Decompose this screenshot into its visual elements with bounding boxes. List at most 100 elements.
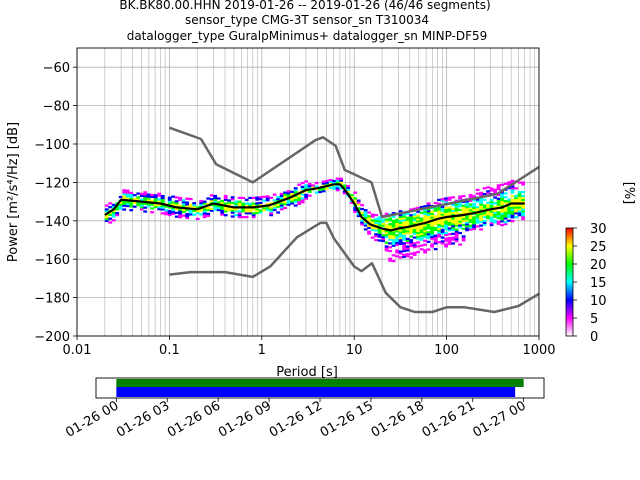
histogram-cell: [500, 200, 504, 204]
histogram-cell: [496, 197, 501, 200]
histogram-cell: [388, 238, 393, 241]
histogram-cell: [125, 193, 130, 196]
histogram-cell: [433, 240, 438, 243]
histogram-cell: [416, 220, 421, 223]
histogram-cell: [388, 232, 393, 235]
histogram-cell: [129, 191, 134, 195]
histogram-cell: [444, 208, 449, 212]
histogram-cell: [479, 218, 483, 221]
histogram-cell: [216, 207, 221, 210]
histogram-cell: [297, 198, 302, 202]
histogram-cell: [451, 207, 456, 210]
histogram-cell: [206, 212, 211, 216]
histogram-cell: [486, 190, 490, 193]
histogram-cell: [167, 213, 172, 217]
grid-lines: [76, 48, 539, 337]
histogram-cell: [472, 202, 477, 206]
histogram-cell: [339, 177, 344, 180]
histogram-cell: [395, 234, 400, 237]
timeline-tick-label: 01-26 18: [369, 398, 427, 440]
histogram-cell: [125, 189, 130, 192]
y-tick-label: −100: [34, 138, 70, 153]
histogram-cell: [199, 209, 204, 212]
histogram-cell: [157, 207, 162, 211]
histogram-cell: [356, 201, 361, 204]
histogram-cell: [384, 224, 389, 227]
histogram-cell: [125, 191, 130, 194]
histogram-cell: [444, 231, 449, 235]
histogram-cell: [517, 198, 522, 201]
histogram-cell: [468, 218, 473, 222]
histogram-cell: [503, 182, 508, 185]
histogram-cell: [521, 216, 525, 219]
histogram-cell: [416, 226, 421, 229]
histogram-cell: [178, 196, 183, 200]
histogram-cell: [269, 208, 274, 211]
histogram-cell: [444, 245, 449, 248]
histogram-cell: [367, 224, 372, 228]
histogram-cell: [223, 196, 228, 200]
histogram-cell: [447, 223, 452, 226]
histogram-cell: [374, 238, 379, 242]
histogram-cell: [447, 233, 452, 236]
histogram-cell: [430, 228, 435, 231]
histogram-cell: [125, 201, 130, 204]
psd-mean-line: [104, 183, 525, 232]
histogram-cell: [332, 187, 337, 190]
histogram-cell: [122, 208, 127, 211]
histogram-cell: [475, 221, 480, 224]
histogram-cell: [489, 206, 494, 209]
histogram-cell: [451, 236, 456, 239]
histogram-cell: [311, 184, 316, 187]
histogram-cell: [486, 207, 490, 210]
histogram-cell: [447, 213, 452, 217]
histogram-cell: [451, 232, 456, 235]
histogram-cell: [251, 212, 256, 215]
histogram-cell: [104, 208, 109, 211]
histogram-cell: [465, 211, 470, 214]
histogram-cell: [153, 199, 158, 203]
histogram-cell: [111, 209, 116, 212]
histogram-cell: [206, 214, 211, 217]
histogram-cell: [304, 195, 309, 198]
histogram-cell: [402, 244, 407, 247]
histogram-cell: [150, 203, 155, 206]
histogram-cell: [363, 214, 368, 218]
histogram-cell: [517, 191, 522, 194]
colorbar-tick-label: 15: [590, 276, 607, 291]
y-axis-ticks: −200 −180 −160 −140 −120 −100 −80 −60: [34, 61, 77, 345]
histogram-cell: [419, 219, 424, 222]
histogram-cell: [489, 221, 494, 225]
histogram-cell: [398, 223, 403, 226]
histogram-cell: [437, 202, 442, 205]
histogram-cell: [493, 211, 497, 214]
y-tick-label: −200: [34, 330, 70, 345]
histogram-cell: [381, 239, 386, 243]
histogram-cell: [384, 226, 389, 229]
y-tick-label: −160: [34, 253, 70, 268]
histogram-cell: [164, 209, 169, 212]
histogram-cell: [363, 209, 368, 212]
histogram-cell: [181, 214, 186, 217]
histogram-cell: [167, 200, 172, 203]
histogram-cell: [419, 232, 424, 236]
histogram-cell: [335, 177, 340, 180]
histogram-cell: [423, 232, 428, 235]
histogram-cell: [129, 197, 134, 200]
histogram-cell: [419, 236, 424, 239]
used-data-bar: [116, 387, 516, 397]
histogram-cell: [521, 200, 525, 203]
histogram-cell: [199, 213, 204, 216]
histogram-cell: [440, 236, 445, 239]
histogram-cell: [447, 227, 452, 230]
histogram-cell: [230, 215, 235, 218]
histogram-cell: [174, 211, 179, 214]
histogram-cell: [458, 208, 463, 212]
histogram-cell: [465, 204, 470, 207]
timeline-tick-label: 01-27 00: [471, 398, 529, 440]
histogram-cell: [409, 221, 414, 225]
histogram-cell: [346, 184, 351, 188]
histogram-cell: [472, 210, 477, 213]
histogram-cell: [202, 214, 207, 217]
histogram-cell: [171, 207, 176, 210]
